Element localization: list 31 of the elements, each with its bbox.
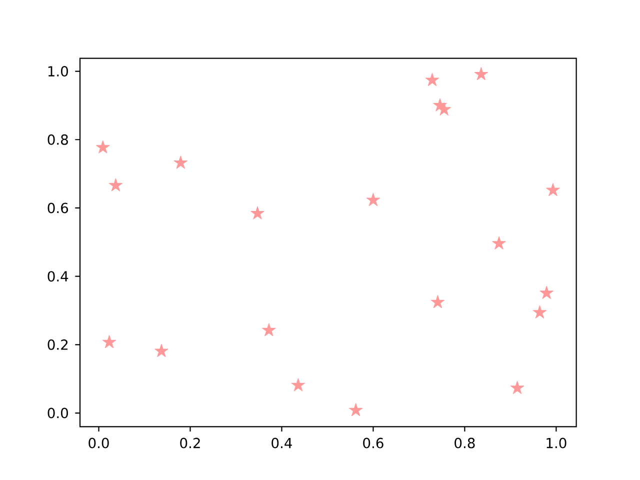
point (474, 67, 488, 80)
point (366, 192, 380, 206)
point (154, 344, 168, 358)
point (546, 183, 560, 196)
y-tick-label: 0.4 (48, 271, 68, 282)
point (540, 286, 554, 299)
y-tick-label: 0.2 (48, 339, 68, 350)
y-tick-label: 0.6 (48, 202, 68, 214)
point (510, 380, 524, 394)
point (492, 236, 506, 250)
y-tick-label: 0.0 (48, 408, 68, 418)
point (250, 206, 264, 220)
y-tick-label: 0.8 (48, 134, 68, 145)
x-tick-label: 0.0 (88, 438, 109, 448)
point (108, 178, 123, 192)
point (291, 378, 306, 392)
x-tick-label: 0.6 (363, 438, 384, 448)
point (532, 305, 547, 318)
x-tick-label: 0.4 (272, 438, 292, 448)
x-tick-label: 0.2 (180, 438, 200, 448)
point (262, 323, 276, 336)
y-tick-label: 1.0 (48, 66, 68, 77)
point (96, 140, 110, 154)
x-tick-label: 0.8 (454, 438, 475, 448)
point (425, 72, 440, 86)
x-tick-label: 1.0 (546, 438, 566, 448)
point (430, 295, 445, 308)
point (102, 335, 116, 348)
point (437, 102, 451, 116)
point (348, 403, 363, 416)
point (174, 156, 188, 169)
